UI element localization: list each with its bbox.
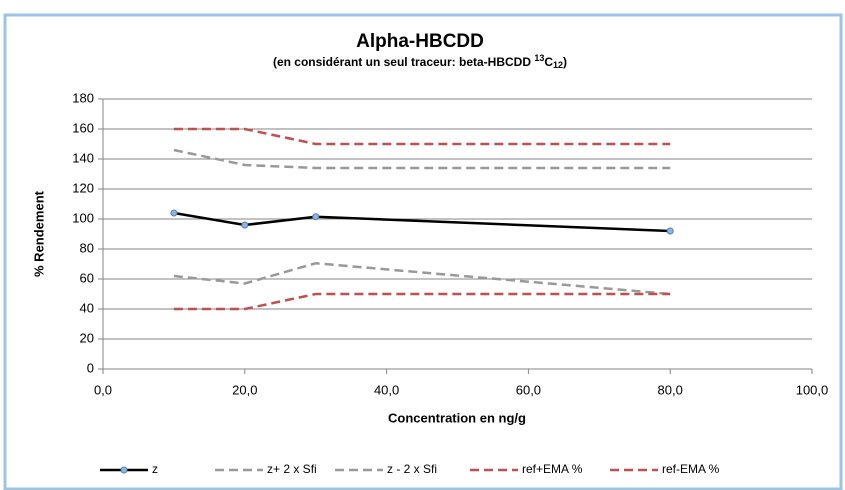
- x-tick-label: 100,0: [796, 382, 829, 397]
- x-axis-label: Concentration en ng/g: [388, 410, 526, 425]
- series-line: [173, 148, 671, 170]
- y-tick-label: 120: [72, 180, 94, 195]
- y-axis-label: % Rendement: [31, 190, 46, 277]
- y-tick-label: 140: [72, 150, 94, 165]
- data-point: [666, 227, 674, 235]
- legend-label: ref-EMA %: [662, 462, 720, 476]
- y-tick-label: 100: [72, 210, 94, 225]
- x-tick-label: 40,0: [374, 382, 399, 397]
- y-tick-label: 0: [87, 360, 94, 375]
- legend-marker: [120, 466, 128, 474]
- subtitle-text: C: [544, 55, 553, 69]
- y-tick-label: 20: [80, 330, 94, 345]
- chart-subtitle: (en considérant un seul traceur: beta-HB…: [273, 53, 567, 70]
- series-line: [173, 292, 671, 311]
- legend-label: z - 2 x Sfi: [387, 462, 437, 476]
- y-tick-label: 60: [80, 270, 94, 285]
- subtitle-sub: 12: [553, 60, 563, 70]
- data-point: [241, 221, 249, 229]
- y-tick-label: 160: [72, 120, 94, 135]
- data-point: [170, 209, 178, 217]
- x-tick-label: 60,0: [516, 382, 541, 397]
- data-point: [312, 213, 320, 221]
- legend-label: ref+EMA %: [522, 462, 583, 476]
- subtitle-sup: 13: [534, 53, 544, 63]
- subtitle-text: ): [563, 55, 567, 69]
- legend-label: z+ 2 x Sfi: [267, 462, 317, 476]
- chart-frame: [3, 13, 843, 490]
- subtitle-text: (en considérant un seul traceur: beta-HB…: [273, 55, 534, 69]
- y-tick-label: 80: [80, 240, 94, 255]
- series-line: [173, 261, 671, 296]
- chart-title: Alpha-HBCDD: [356, 31, 484, 52]
- x-tick-label: 80,0: [658, 382, 683, 397]
- y-tick-label: 180: [72, 90, 94, 105]
- series-line: [173, 211, 671, 233]
- x-tick-label: 0,0: [94, 382, 112, 397]
- y-tick-label: 40: [80, 300, 94, 315]
- legend-label: z: [152, 462, 158, 476]
- x-tick-label: 20,0: [232, 382, 257, 397]
- series-line: [173, 127, 671, 146]
